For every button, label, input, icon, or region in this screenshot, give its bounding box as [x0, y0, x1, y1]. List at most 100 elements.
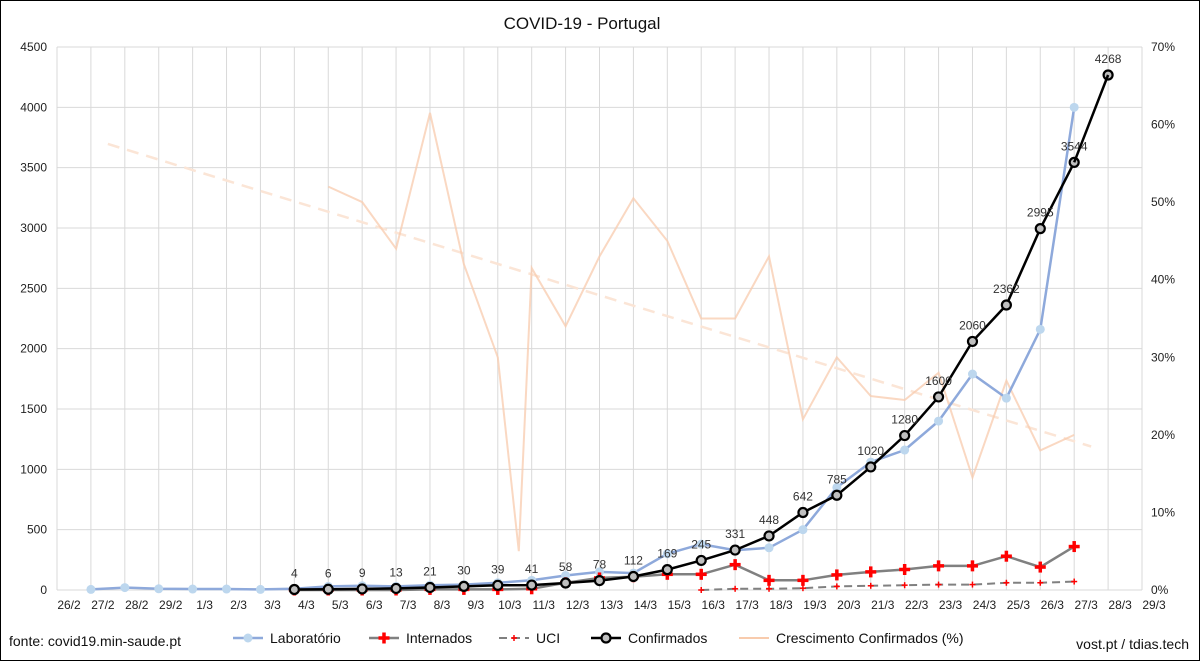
series-layer: 4 6 9 13 21 30 39 41 58 78 112 169 245 331 448 642 785 10…	[86, 52, 1122, 596]
left-tick-label: 4500	[20, 40, 47, 54]
laboratorio-point	[1035, 324, 1045, 334]
confirmados-point	[932, 391, 945, 403]
left-tick-label: 4000	[20, 100, 47, 114]
confirmados-point	[559, 577, 572, 589]
left-tick-label: 3500	[20, 161, 47, 175]
confirmados-data-label: 642	[793, 490, 813, 504]
laboratorio-point	[1069, 102, 1079, 112]
legend-label: Crescimento Confirmados (%)	[776, 630, 964, 646]
confirmados-point	[322, 583, 334, 595]
left-axis-ticks: 0 500 1000 1500 2000 2500 3000 3500 4000 4500	[20, 40, 47, 597]
series-line-uci	[701, 580, 1075, 591]
confirmados-data-label: 169	[657, 547, 677, 561]
laboratorio-point	[934, 416, 944, 426]
confirmados-data-label: 1280	[891, 413, 918, 427]
x-tick-label: 19/3	[803, 598, 827, 612]
confirmados-point	[1000, 299, 1012, 311]
confirmados-point	[661, 564, 673, 576]
x-tick-label: 20/3	[837, 598, 861, 612]
confirmados-point	[865, 461, 877, 473]
x-axis-ticks: 26/2 27/2 28/2 29/2 1/3 2/3 3/3 4/3 5/3 6/3 7/3 8/3…	[57, 598, 1166, 612]
x-tick-label: 4/3	[298, 598, 315, 612]
confirmados-data-label: 39	[491, 562, 505, 576]
confirmados-data-label: 2060	[959, 318, 986, 332]
x-tick-label: 15/3	[668, 598, 692, 612]
source-note: fonte: covid19.min-saude.pt	[9, 633, 181, 649]
confirmados-data-label: 112	[624, 553, 643, 567]
laboratorio-point	[595, 567, 604, 577]
confirmados-point	[390, 582, 402, 595]
x-tick-label: 27/3	[1075, 598, 1099, 612]
confirmados-point	[729, 544, 741, 556]
x-tick-label: 9/3	[468, 598, 485, 612]
right-axis-ticks: 0% 10% 20% 30% 40% 50% 60% 70%	[1151, 40, 1175, 597]
legend: Laboratório Internados UCI Confirmados Cresc…	[233, 630, 964, 646]
confirmados-data-label: 4	[291, 567, 298, 581]
gridlines	[56, 46, 1143, 591]
confirmados-point	[492, 579, 504, 591]
confirmados-data-label: 785	[827, 472, 847, 486]
laboratorio-point	[798, 525, 808, 535]
x-tick-label: 2/3	[230, 598, 247, 612]
legend-marker-laboratorio	[243, 633, 253, 643]
x-tick-label: 14/3	[634, 598, 658, 612]
x-tick-label: 26/2	[57, 598, 81, 612]
legend-label: Confirmados	[628, 630, 707, 646]
x-tick-label: 10/3	[498, 598, 522, 612]
confirmados-data-label: 2362	[993, 282, 1020, 296]
x-tick-label: 28/3	[1108, 598, 1132, 612]
laboratorio-point	[222, 584, 232, 594]
laboratorio-point	[255, 584, 265, 594]
series-line-laboratorio	[90, 107, 1076, 591]
confirmados-data-label: 3544	[1061, 139, 1088, 153]
credit-note: vost.pt / tdias.tech	[1076, 636, 1189, 652]
x-tick-label: 21/3	[871, 598, 895, 612]
confirmados-point	[356, 583, 368, 595]
legend-label: Internados	[406, 630, 472, 646]
x-tick-label: 29/2	[159, 598, 183, 612]
legend-label: Laboratório	[270, 630, 341, 646]
left-tick-label: 3000	[20, 221, 47, 235]
x-tick-label: 22/3	[905, 598, 929, 612]
confirmados-point	[831, 489, 843, 501]
left-tick-label: 0	[40, 583, 47, 597]
confirmados-data-label: 4268	[1095, 52, 1122, 66]
x-tick-label: 27/2	[91, 598, 115, 612]
right-tick-label: 20%	[1151, 428, 1175, 442]
left-tick-label: 500	[27, 523, 47, 537]
laboratorio-point	[900, 445, 910, 455]
confirmados-point	[797, 506, 809, 519]
confirmados-point	[593, 574, 606, 587]
confirmados-data-label: 58	[559, 560, 573, 574]
confirmados-data-label: 245	[691, 537, 711, 551]
confirmados-data-label: 9	[359, 566, 366, 580]
right-tick-label: 50%	[1151, 195, 1175, 209]
laboratorio-point	[764, 543, 774, 553]
x-tick-label: 8/3	[434, 598, 451, 612]
x-tick-label: 6/3	[366, 598, 383, 612]
laboratorio-point	[967, 369, 977, 379]
laboratorio-point	[120, 583, 130, 593]
confirmados-point	[526, 579, 538, 591]
confirmados-point	[966, 335, 979, 348]
confirmados-point	[288, 583, 300, 596]
left-tick-label: 2000	[20, 342, 47, 356]
x-tick-label: 3/3	[264, 598, 281, 612]
legend-marker-confirmados	[600, 632, 612, 644]
x-tick-label: 24/3	[973, 598, 997, 612]
confirmados-data-label: 1020	[857, 444, 884, 458]
right-tick-label: 0%	[1151, 583, 1169, 597]
confirmados-point	[458, 580, 470, 592]
legend-label: UCI	[536, 630, 560, 646]
laboratorio-point	[832, 482, 842, 492]
confirmados-data-label: 331	[725, 527, 745, 541]
confirmados-data-label: 30	[457, 563, 471, 577]
series-line-confirmados	[294, 161, 1076, 591]
x-tick-label: 12/3	[566, 598, 590, 612]
confirmados-point	[1034, 223, 1046, 235]
confirmados-data-label: 41	[525, 562, 539, 576]
confirmados-point	[627, 570, 640, 583]
confirmados-point	[695, 554, 707, 567]
